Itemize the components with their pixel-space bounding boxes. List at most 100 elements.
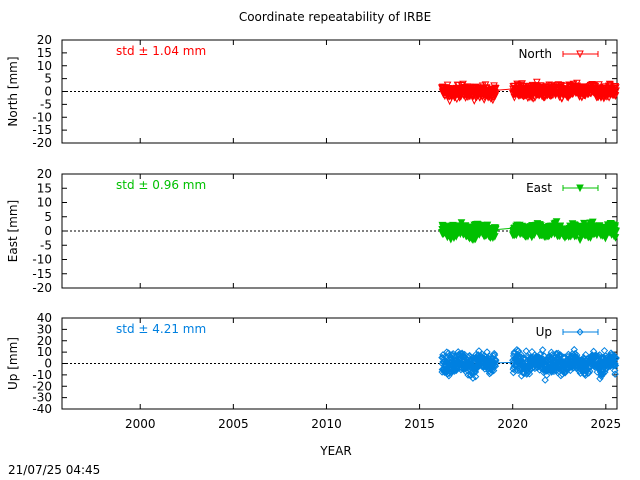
data-point [611, 361, 620, 370]
data-point [557, 371, 565, 380]
data-point [492, 357, 500, 365]
y-tick-label: 20 [37, 167, 52, 181]
series-east [438, 218, 620, 245]
y-tick-label: -20 [32, 136, 52, 150]
series-north [438, 78, 620, 106]
data-point [611, 222, 620, 230]
legend-up: Up [536, 325, 599, 339]
data-point [586, 367, 594, 375]
series-up [438, 345, 620, 384]
y-tick-label: 10 [37, 196, 52, 210]
data-point [611, 366, 619, 375]
legend-label: East [526, 181, 552, 195]
data-point [487, 368, 495, 377]
data-point [525, 367, 533, 376]
y-tick-label: -40 [32, 402, 52, 416]
y-tick-label: -10 [32, 368, 52, 382]
data-point [522, 347, 530, 355]
data-point [552, 218, 561, 226]
chart-title: Coordinate repeatability of IRBE [239, 10, 431, 24]
y-tick-label: 20 [37, 33, 52, 47]
x-tick-label: 2025 [591, 417, 622, 431]
data-point [538, 346, 547, 354]
x-axis-label: YEAR [319, 444, 351, 458]
y-tick-label: 0 [44, 85, 52, 99]
data-point [612, 87, 620, 96]
std-label: std ± 0.96 mm [116, 178, 206, 192]
data-point [475, 347, 483, 355]
data-point [469, 374, 477, 382]
data-point [592, 352, 601, 361]
legend-marker [576, 50, 584, 59]
y-tick-label: 40 [37, 311, 52, 325]
y-tick-label: 15 [37, 46, 52, 60]
data-point [529, 95, 537, 103]
data-point [525, 370, 534, 378]
data-point [596, 374, 604, 383]
data-point [491, 362, 500, 370]
data-point [600, 346, 609, 355]
y-axis-label: Up [mm] [6, 337, 20, 390]
y-tick-label: 10 [37, 345, 52, 359]
data-point [491, 85, 500, 93]
data-point [611, 359, 619, 368]
legend-marker [576, 184, 584, 193]
y-tick-label: -5 [40, 97, 52, 111]
timestamp: 21/07/25 04:45 [8, 463, 100, 477]
y-tick-label: 0 [44, 357, 52, 371]
y-tick-label: 20 [37, 334, 52, 348]
data-point [491, 361, 499, 369]
data-point [463, 367, 472, 375]
x-tick-label: 2015 [404, 417, 435, 431]
x-tick-label: 2020 [497, 417, 528, 431]
std-label: std ± 1.04 mm [116, 44, 206, 58]
y-tick-label: -10 [32, 110, 52, 124]
legend-label: Up [536, 325, 552, 339]
data-point [612, 354, 620, 362]
data-point [491, 356, 500, 364]
y-tick-label: -5 [40, 238, 52, 252]
y-tick-label: -10 [32, 253, 52, 267]
data-point [450, 367, 459, 375]
data-point [445, 97, 454, 106]
data-point [595, 81, 603, 89]
y-tick-label: -20 [32, 379, 52, 393]
std-label: std ± 4.21 mm [116, 322, 206, 336]
data-point [599, 370, 607, 378]
data-point [543, 371, 551, 379]
data-point [444, 370, 452, 378]
gap-connector [495, 88, 513, 91]
legend-marker [576, 328, 584, 336]
y-tick-label: 15 [37, 181, 52, 195]
data-point [509, 368, 518, 377]
gap-connector [495, 361, 513, 364]
data-point [528, 348, 536, 356]
data-point [612, 228, 620, 236]
y-tick-label: 5 [44, 210, 52, 224]
legend-east: East [526, 181, 599, 195]
data-point [523, 369, 531, 377]
data-point [541, 376, 549, 384]
data-point [599, 353, 608, 362]
data-point [536, 350, 544, 359]
gap-connector [495, 227, 513, 231]
y-tick-label: 30 [37, 322, 52, 336]
y-tick-label: -20 [32, 281, 52, 295]
y-tick-label: -30 [32, 391, 52, 405]
legend-label: North [518, 47, 552, 61]
y-axis-label: North [mm] [6, 56, 20, 126]
legend-north: North [518, 47, 599, 61]
data-point [589, 218, 597, 227]
x-tick-label: 2000 [125, 417, 156, 431]
data-point [444, 349, 453, 357]
y-axis-label: East [mm] [6, 200, 20, 262]
data-point [533, 78, 541, 87]
y-tick-label: -15 [32, 267, 52, 281]
y-tick-label: 5 [44, 72, 52, 86]
y-tick-label: 0 [44, 224, 52, 238]
